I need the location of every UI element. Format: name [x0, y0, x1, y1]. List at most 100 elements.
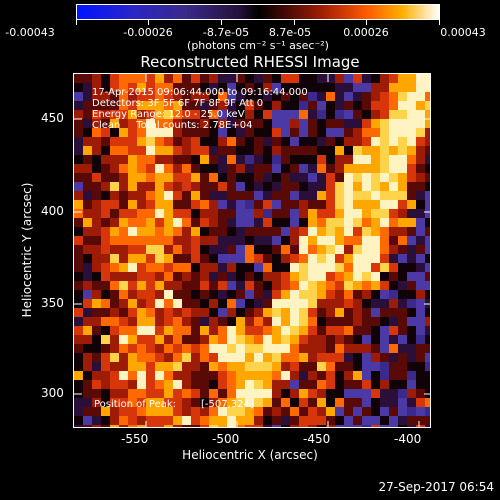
heatmap-cell: [335, 209, 344, 218]
heatmap-cell: [290, 371, 299, 380]
heatmap-cell: [371, 110, 380, 119]
heatmap-cell: [92, 119, 101, 128]
heatmap-cell: [191, 191, 200, 200]
heatmap-cell: [83, 389, 92, 398]
heatmap-cell: [290, 425, 299, 427]
heatmap-cell: [362, 128, 371, 137]
heatmap-cell: [155, 146, 164, 155]
heatmap-cell: [326, 389, 335, 398]
heatmap-cell: [308, 371, 317, 380]
heatmap-cell: [191, 389, 200, 398]
heatmap-cell: [110, 299, 119, 308]
heatmap-cell: [191, 371, 200, 380]
heatmap-cell: [119, 101, 128, 110]
heatmap-cell: [353, 407, 362, 416]
heatmap-cell: [326, 335, 335, 344]
heatmap-cell: [245, 74, 254, 83]
heatmap-cell: [200, 371, 209, 380]
heatmap-cell: [191, 101, 200, 110]
heatmap-cell: [245, 335, 254, 344]
heatmap-cell: [416, 335, 425, 344]
heatmap-cell: [182, 218, 191, 227]
heatmap-cell: [128, 173, 137, 182]
heatmap-cell: [425, 146, 430, 155]
heatmap-cell: [272, 200, 281, 209]
heatmap-cell: [182, 371, 191, 380]
heatmap-cell: [416, 317, 425, 326]
heatmap-cell: [83, 173, 92, 182]
heatmap-cell: [191, 281, 200, 290]
heatmap-cell: [146, 317, 155, 326]
heatmap-cell: [380, 119, 389, 128]
heatmap-cell: [200, 317, 209, 326]
heatmap-cell: [218, 110, 227, 119]
heatmap-cell: [164, 353, 173, 362]
heatmap-cell: [425, 317, 430, 326]
heatmap-cell: [209, 308, 218, 317]
heatmap-cell: [425, 155, 430, 164]
heatmap-cell: [254, 272, 263, 281]
heatmap-cell: [92, 398, 101, 407]
heatmap-cell: [92, 299, 101, 308]
heatmap-cell: [137, 281, 146, 290]
heatmap-cell: [308, 389, 317, 398]
heatmap-cell: [83, 416, 92, 425]
heatmap-cell: [200, 281, 209, 290]
heatmap-cell: [272, 308, 281, 317]
heatmap-cell: [128, 209, 137, 218]
heatmap-cell: [110, 254, 119, 263]
heatmap-cell: [344, 407, 353, 416]
heatmap-cell: [110, 74, 119, 83]
heatmap-cell: [326, 299, 335, 308]
heatmap-cell: [344, 173, 353, 182]
heatmap-cell: [164, 92, 173, 101]
heatmap-cell: [362, 371, 371, 380]
heatmap-cell: [380, 308, 389, 317]
heatmap-cell: [317, 389, 326, 398]
heatmap-cell: [128, 137, 137, 146]
heatmap-cell: [155, 83, 164, 92]
heatmap-cell: [362, 155, 371, 164]
heatmap-cell: [245, 146, 254, 155]
heatmap-cell: [281, 218, 290, 227]
heatmap-cell: [263, 425, 272, 427]
heatmap-cell: [191, 344, 200, 353]
heatmap-cell: [398, 209, 407, 218]
heatmap-cell: [254, 74, 263, 83]
heatmap-cell: [191, 398, 200, 407]
heatmap-cell: [407, 110, 416, 119]
heatmap-cell: [155, 290, 164, 299]
heatmap-cell: [74, 281, 83, 290]
heatmap-cell: [344, 110, 353, 119]
heatmap-cell: [101, 380, 110, 389]
heatmap-cell: [353, 299, 362, 308]
heatmap-cell: [254, 254, 263, 263]
heatmap-cell: [254, 371, 263, 380]
heatmap-cell: [146, 335, 155, 344]
heatmap-cell: [245, 281, 254, 290]
heatmap-cell: [83, 398, 92, 407]
heatmap-cell: [74, 344, 83, 353]
heatmap-cell: [128, 146, 137, 155]
heatmap-cell: [137, 137, 146, 146]
heatmap-cell: [245, 101, 254, 110]
heatmap-cell: [155, 371, 164, 380]
x-tick-label: -550: [121, 432, 149, 446]
heatmap-cell: [191, 425, 200, 427]
heatmap-cell: [227, 164, 236, 173]
heatmap-cell: [110, 308, 119, 317]
heatmap-cell: [398, 74, 407, 83]
heatmap-cell: [92, 110, 101, 119]
heatmap-cell: [83, 92, 92, 101]
heatmap-cell: [389, 245, 398, 254]
heatmap-cell: [83, 317, 92, 326]
heatmap-cell: [299, 398, 308, 407]
heatmap-cell: [155, 137, 164, 146]
heatmap-cell: [317, 173, 326, 182]
heatmap-cell: [164, 344, 173, 353]
heatmap-cell: [173, 272, 182, 281]
heatmap-cell: [191, 236, 200, 245]
heatmap-cell: [398, 407, 407, 416]
heatmap-cell: [380, 326, 389, 335]
heatmap-cell: [245, 353, 254, 362]
